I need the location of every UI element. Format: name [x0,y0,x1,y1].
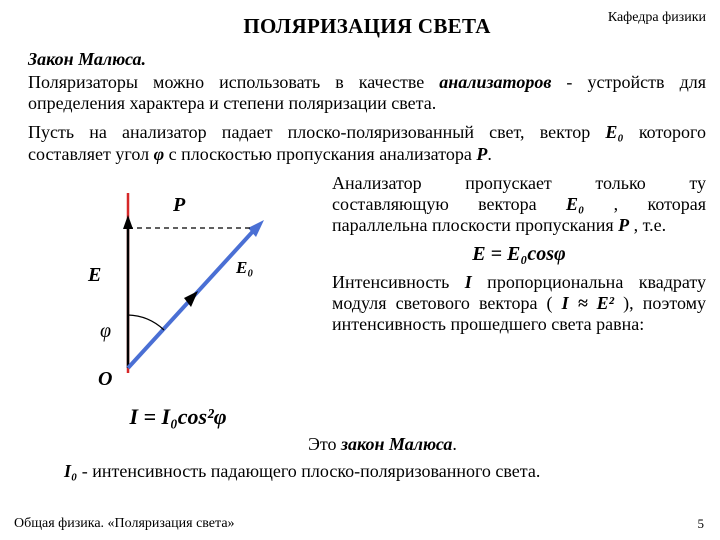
label-phi: φ [100,320,111,342]
sym-e0: E₀ [605,122,623,142]
para2-text-c: с плоскостью пропускания анализатора [164,144,476,164]
para2-text-d: . [487,144,492,164]
para1-em: анализаторов [439,72,551,92]
law-a: Это [308,434,341,454]
vector-diagram: E P E₀ φ O I = I₀cos²φ [28,173,328,430]
paragraph-2: Пусть на анализатор падает плоско-поляри… [28,122,706,164]
law-statement: Это закон Малюса. [308,434,706,455]
para2-text-a: Пусть на анализатор падает плоско-поляри… [28,122,605,142]
label-e: E [87,264,101,286]
footer-text: Общая физика. «Поляризация света» [14,516,235,532]
sym-i: I [465,272,472,292]
r2-a: Интенсивность [332,272,465,292]
paragraph-1: Поляризаторы можно использовать в качест… [28,72,706,114]
sym-p: P [476,144,487,164]
law-c: . [452,434,457,454]
equation-projection: E = E₀cosφ [332,243,706,266]
right-para-1: Анализатор пропускает только ту составля… [332,173,706,237]
sym-phi: φ [154,144,165,164]
sym-i0: I₀ [64,461,77,481]
label-o: O [98,368,112,390]
label-e0: E₀ [235,258,253,277]
right-para-2: Интенсивность I пропорциональна квадрату… [332,272,706,336]
para1-text-a: Поляризаторы можно использовать в качест… [28,72,439,92]
label-p: P [172,194,186,216]
r1-c: , т.е. [629,215,666,235]
law-em: закон Малюса [341,434,452,454]
i0-definition: I₀ - интенсивность падающего плоско-поля… [64,461,706,482]
page-title: ПОЛЯРИЗАЦИЯ СВЕТА [28,14,706,39]
equation-malus: I = I₀cos²φ [28,404,328,430]
department-label: Кафедра физики [608,10,706,26]
sym-iapprox: I ≈ E² [562,293,614,313]
subtitle: Закон Малюса. [28,49,706,70]
sym-p-2: P [618,215,629,235]
i0-text: - интенсивность падающего плоско-поляриз… [77,461,540,481]
sym-e0-2: E₀ [566,194,584,214]
page-number: 5 [698,516,705,532]
